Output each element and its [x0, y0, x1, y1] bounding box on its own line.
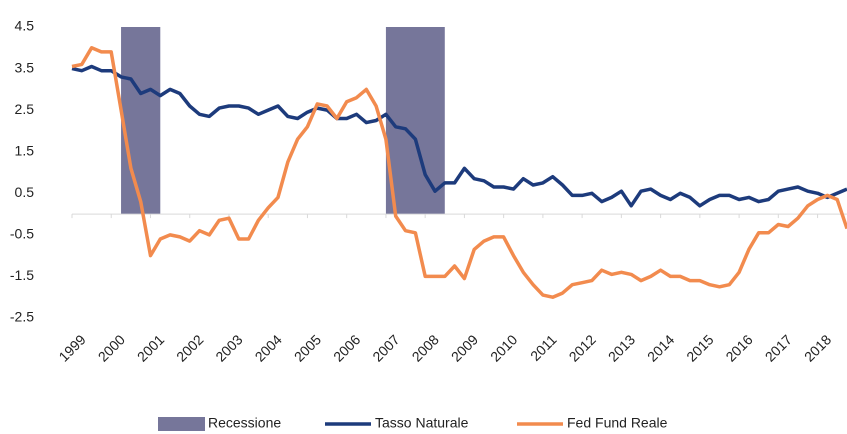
y-tick-label: -0.5 — [10, 226, 34, 242]
x-tick-label: 2014 — [644, 331, 677, 364]
series-line — [71, 64, 847, 208]
x-tick-label: 2009 — [448, 331, 481, 364]
series-line — [71, 46, 847, 299]
y-tick-label: 4.5 — [15, 18, 35, 34]
y-tick-label: 2.5 — [15, 101, 35, 117]
x-tick-label: 2006 — [330, 331, 363, 364]
x-tick-label: 2017 — [762, 331, 795, 364]
y-tick-label: -1.5 — [10, 267, 34, 283]
x-tick-label: 2002 — [173, 331, 206, 364]
x-tick-label: 2018 — [801, 331, 834, 364]
x-tick-label: 2016 — [722, 331, 755, 364]
legend-label: Recessione — [208, 415, 281, 431]
legend-label: Fed Fund Reale — [567, 415, 668, 431]
x-tick-label: 1999 — [55, 331, 88, 364]
x-tick-label: 2015 — [683, 331, 716, 364]
x-tick-label: 2013 — [605, 331, 638, 364]
x-tick-label: 2012 — [566, 331, 599, 364]
x-tick-label: 2004 — [252, 331, 285, 364]
legend-label: Tasso Naturale — [375, 415, 469, 431]
recession-band — [385, 27, 445, 215]
legend-swatch — [158, 417, 205, 431]
x-tick-label: 2007 — [369, 331, 402, 364]
x-tick-label: 2010 — [487, 331, 520, 364]
x-tick-label: 2000 — [95, 331, 128, 364]
y-tick-label: 3.5 — [15, 59, 35, 75]
x-tick-label: 2005 — [291, 331, 324, 364]
x-tick-label: 2001 — [134, 331, 167, 364]
x-tick-label: 2011 — [527, 331, 560, 364]
x-tick-label: 2008 — [409, 331, 442, 364]
y-tick-label: 1.5 — [15, 142, 35, 158]
y-tick-label: 0.5 — [15, 184, 35, 200]
recession-band — [121, 27, 161, 215]
y-tick-label: -2.5 — [10, 309, 34, 325]
x-tick-label: 2003 — [212, 331, 245, 364]
